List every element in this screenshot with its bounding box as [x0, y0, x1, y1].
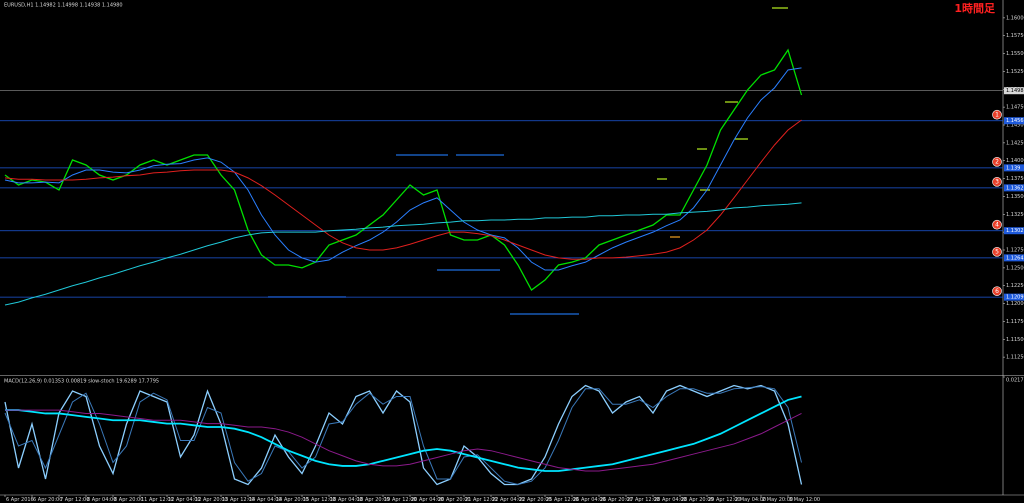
level-marker-label: 5 [995, 249, 999, 256]
x-tick-label: 13 Apr 12:00 [222, 497, 255, 503]
series-line [4, 202, 802, 306]
level-price: 1.1302 [1006, 228, 1024, 234]
y-tick-label: 1.11500 [1006, 337, 1024, 343]
x-tick-label: 22 Apr 04:00 [492, 497, 525, 503]
indicator-title: MACD(12,26,9) 0.01353 0.00819 slow-stoch… [4, 379, 159, 385]
x-tick-label: 12 Apr 04:00 [168, 497, 201, 503]
y-tick-label: 1.14750 [1006, 105, 1024, 111]
level-price-box [1004, 254, 1024, 262]
y-tick-label: 1.16000 [1006, 15, 1024, 21]
x-tick-label: 18 Apr 04:00 [330, 497, 363, 503]
x-tick-label: 20 Apr 20:00 [438, 497, 471, 503]
level-price: 1.1264 [1006, 255, 1024, 261]
x-tick-label: 6 Apr 2016 [6, 497, 34, 503]
level-marker [992, 109, 1002, 120]
y-tick-label: 1.12750 [1006, 248, 1024, 254]
level-price-box [1004, 164, 1024, 172]
x-tick-label: 18 Apr 20:00 [357, 497, 390, 503]
level-marker-label: 1 [995, 112, 999, 119]
level-price-box [1004, 227, 1024, 235]
x-tick-label: 12 Apr 20:00 [195, 497, 228, 503]
y-tick-label: 1.12000 [1006, 301, 1024, 307]
x-tick-label: 26 Apr 20:00 [600, 497, 633, 503]
series-line [5, 409, 802, 472]
x-tick-label: 29 Apr 12:00 [708, 497, 741, 503]
level-marker [992, 157, 1002, 167]
series-line [4, 48, 803, 291]
y-tick-label: 1.12500 [1006, 265, 1024, 271]
level-marker [992, 247, 1002, 257]
x-tick-label: 20 Apr 04:00 [411, 497, 444, 503]
last-price-label: 1.1498 [1006, 88, 1024, 94]
level-price-box [1004, 184, 1024, 192]
level-price: 1.1209 [1006, 295, 1024, 301]
level-price: 1.1362 [1006, 185, 1024, 191]
x-tick-label: 22 Apr 20:00 [519, 497, 552, 503]
level-price: 1.1456 [1006, 118, 1024, 124]
y-tick-label: 1.13500 [1006, 194, 1024, 200]
series-line [5, 395, 802, 472]
level-marker [992, 286, 1002, 296]
x-tick-label: 21 Apr 12:00 [465, 497, 498, 503]
x-tick-label: 27 Apr 12:00 [627, 497, 660, 503]
x-tick-label: 19 Apr 12:00 [384, 497, 417, 503]
chart-title: EURUSD,H1 1.14982 1.14998 1.14938 1.1498… [4, 3, 123, 9]
x-tick-label: 8 Apr 20:00 [114, 497, 143, 503]
level-price-box [1004, 293, 1024, 301]
last-price-box [1004, 87, 1024, 95]
y-tick-label: 1.11250 [1006, 355, 1024, 361]
level-marker-label: 4 [995, 222, 999, 229]
y-tick-label: 1.14250 [1006, 140, 1024, 146]
y-tick-label: 1.12250 [1006, 283, 1024, 289]
x-tick-label: 14 Apr 20:00 [276, 497, 309, 503]
x-tick-label: 2 May 04:00 [735, 497, 766, 503]
y-tick-label: 1.15750 [1006, 33, 1024, 39]
x-tick-label: 3 May 12:00 [789, 497, 820, 503]
x-tick-label: 25 Apr 12:00 [546, 497, 579, 503]
level-marker-label: 3 [995, 179, 999, 186]
level-marker [992, 177, 1002, 187]
y-tick-label: 1.15250 [1006, 69, 1024, 75]
x-tick-label: 28 Apr 04:00 [654, 497, 687, 503]
x-tick-label: 15 Apr 12:00 [303, 497, 336, 503]
y-tick-label: 1.13750 [1006, 176, 1024, 182]
y-tick-label: 1.11750 [1006, 319, 1024, 325]
timeframe-annotation: 1時間足 [954, 1, 996, 15]
series-line [4, 386, 802, 486]
series-line [4, 67, 802, 271]
x-tick-label: 7 Apr 12:00 [60, 497, 89, 503]
y-tick-label: 1.14500 [1006, 123, 1024, 129]
level-price: 1.139 [1006, 165, 1020, 171]
x-tick-label: 26 Apr 04:00 [573, 497, 606, 503]
y2-tick-label: 0.021773 [1006, 378, 1024, 384]
series-line [4, 119, 802, 260]
level-price-box [1004, 117, 1024, 125]
x-tick-label: 6 Apr 20:00 [33, 497, 62, 503]
y-tick-label: 1.15500 [1006, 51, 1024, 57]
x-tick-label: 8 Apr 04:00 [87, 497, 116, 503]
x-tick-label: 28 Apr 20:00 [681, 497, 714, 503]
y-tick-label: 1.14000 [1006, 158, 1024, 164]
y-tick-label: 1.13250 [1006, 212, 1024, 218]
level-marker-label: 6 [995, 288, 999, 295]
level-marker [992, 219, 1002, 230]
x-tick-label: 14 Apr 04:00 [249, 497, 282, 503]
x-tick-label: 2 May 20:00 [762, 497, 793, 503]
x-tick-label: 11 Apr 12:00 [141, 497, 174, 503]
level-marker-label: 2 [995, 159, 999, 166]
